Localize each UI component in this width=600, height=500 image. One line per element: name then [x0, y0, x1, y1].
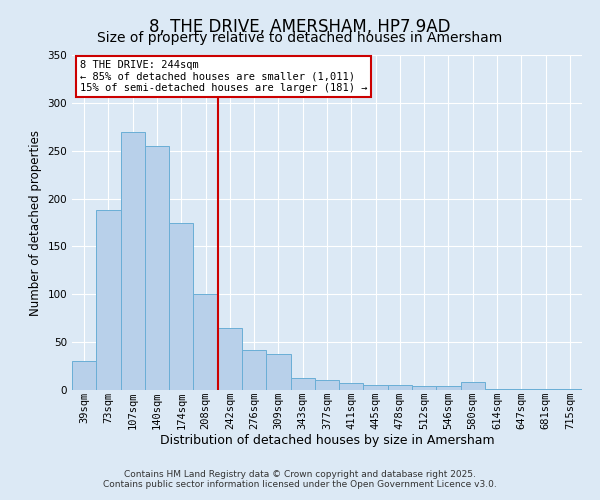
Bar: [509, 389, 533, 390]
Bar: [364, 385, 388, 390]
Text: Size of property relative to detached houses in Amersham: Size of property relative to detached ho…: [97, 31, 503, 45]
Bar: [533, 389, 558, 390]
Bar: [266, 354, 290, 390]
Text: Contains HM Land Registry data © Crown copyright and database right 2025.
Contai: Contains HM Land Registry data © Crown c…: [103, 470, 497, 489]
Bar: [436, 386, 461, 390]
Bar: [96, 210, 121, 390]
Bar: [388, 385, 412, 390]
Bar: [193, 294, 218, 390]
Bar: [485, 389, 509, 390]
Bar: [72, 362, 96, 390]
Text: 8, THE DRIVE, AMERSHAM, HP7 9AD: 8, THE DRIVE, AMERSHAM, HP7 9AD: [149, 18, 451, 36]
Bar: [290, 378, 315, 390]
Bar: [558, 389, 582, 390]
X-axis label: Distribution of detached houses by size in Amersham: Distribution of detached houses by size …: [160, 434, 494, 448]
Bar: [315, 380, 339, 390]
Y-axis label: Number of detached properties: Number of detached properties: [29, 130, 42, 316]
Bar: [412, 386, 436, 390]
Bar: [218, 328, 242, 390]
Bar: [169, 222, 193, 390]
Bar: [339, 384, 364, 390]
Bar: [145, 146, 169, 390]
Bar: [461, 382, 485, 390]
Bar: [121, 132, 145, 390]
Bar: [242, 350, 266, 390]
Text: 8 THE DRIVE: 244sqm
← 85% of detached houses are smaller (1,011)
15% of semi-det: 8 THE DRIVE: 244sqm ← 85% of detached ho…: [80, 60, 367, 93]
